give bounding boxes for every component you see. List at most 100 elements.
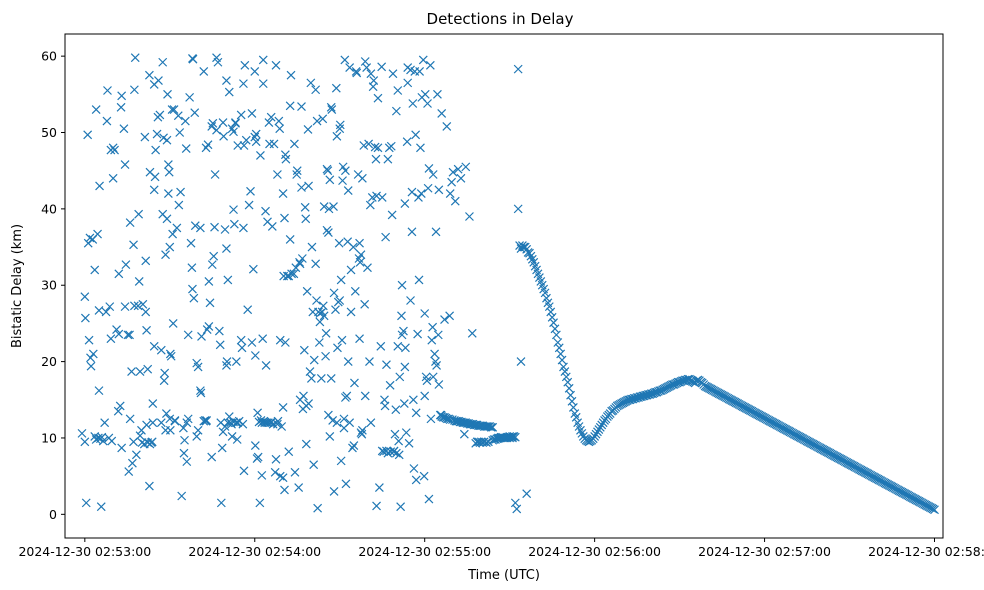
data-point xyxy=(144,481,154,491)
data-point xyxy=(299,345,309,355)
data-point xyxy=(115,401,125,411)
data-point xyxy=(560,367,570,376)
data-point xyxy=(306,78,316,88)
data-point xyxy=(138,299,148,309)
data-point xyxy=(516,357,526,367)
data-point xyxy=(314,338,324,347)
data-point xyxy=(173,111,183,121)
data-point xyxy=(321,328,331,338)
data-point xyxy=(207,260,217,270)
data-point xyxy=(90,265,100,275)
data-point xyxy=(212,125,221,135)
data-point xyxy=(278,189,288,199)
data-point xyxy=(407,227,417,237)
data-point xyxy=(408,395,418,405)
data-point xyxy=(93,433,103,443)
data-point xyxy=(397,311,406,321)
data-point xyxy=(155,110,165,120)
data-point xyxy=(278,402,288,412)
data-point xyxy=(459,429,469,439)
data-point xyxy=(174,200,184,210)
data-point xyxy=(430,349,440,359)
data-point xyxy=(96,502,106,512)
data-point xyxy=(385,380,395,390)
data-point xyxy=(98,436,108,446)
data-point xyxy=(80,292,90,302)
data-point xyxy=(250,351,260,360)
data-point xyxy=(83,130,93,140)
data-point xyxy=(247,108,257,118)
data-point xyxy=(309,460,319,470)
data-point xyxy=(372,501,381,511)
data-point xyxy=(144,70,154,80)
data-point xyxy=(327,105,337,115)
data-point xyxy=(81,498,91,508)
data-point xyxy=(219,131,229,141)
data-point xyxy=(482,438,491,447)
data-point xyxy=(239,466,249,476)
data-point xyxy=(142,325,151,335)
data-point xyxy=(522,489,532,499)
data-point xyxy=(183,330,193,340)
data-point xyxy=(418,55,428,65)
data-point xyxy=(318,114,328,124)
x-tick-label: 2024-12-30 02:54:00 xyxy=(188,544,321,559)
data-point xyxy=(237,343,247,353)
data-point xyxy=(394,436,404,446)
data-point xyxy=(77,428,87,438)
data-point xyxy=(400,362,410,372)
data-point xyxy=(266,112,276,122)
data-point xyxy=(409,464,419,473)
data-point xyxy=(196,388,206,398)
data-point xyxy=(188,54,198,64)
data-point xyxy=(188,284,197,294)
data-point xyxy=(346,307,356,317)
data-point xyxy=(414,192,423,202)
data-point xyxy=(335,120,345,130)
data-point xyxy=(340,55,350,65)
data-point xyxy=(431,227,441,237)
data-point xyxy=(129,240,138,250)
data-point xyxy=(255,498,265,508)
data-point xyxy=(294,483,304,493)
data-point xyxy=(117,91,127,101)
data-point xyxy=(299,391,308,401)
data-point xyxy=(350,378,359,388)
data-point xyxy=(395,372,405,382)
data-point xyxy=(261,360,271,370)
data-point xyxy=(432,360,442,370)
data-point xyxy=(195,223,205,233)
data-point xyxy=(197,331,206,341)
data-point xyxy=(377,192,387,202)
data-point xyxy=(264,118,274,128)
data-point xyxy=(108,173,118,183)
data-point xyxy=(391,106,401,116)
data-point xyxy=(125,218,135,228)
data-point xyxy=(601,414,611,424)
data-point xyxy=(325,432,335,441)
data-point xyxy=(258,79,268,89)
plot-area xyxy=(77,53,939,515)
data-point xyxy=(243,305,253,315)
y-tick-label: 0 xyxy=(49,507,57,522)
data-point xyxy=(380,401,390,411)
data-point xyxy=(370,142,380,152)
data-point xyxy=(177,491,187,501)
data-point xyxy=(329,202,338,212)
data-point xyxy=(331,305,340,315)
data-point xyxy=(420,391,430,401)
data-point xyxy=(117,443,127,453)
data-point xyxy=(331,83,341,93)
data-point xyxy=(227,432,237,441)
data-point xyxy=(239,223,248,233)
data-point xyxy=(247,338,257,347)
data-point xyxy=(434,380,444,389)
data-point xyxy=(240,60,250,70)
data-point xyxy=(124,467,134,476)
data-point xyxy=(357,429,367,439)
data-point xyxy=(274,116,284,126)
data-point xyxy=(91,105,101,115)
data-point xyxy=(86,361,96,371)
data-point xyxy=(162,214,172,224)
data-point xyxy=(359,141,369,150)
